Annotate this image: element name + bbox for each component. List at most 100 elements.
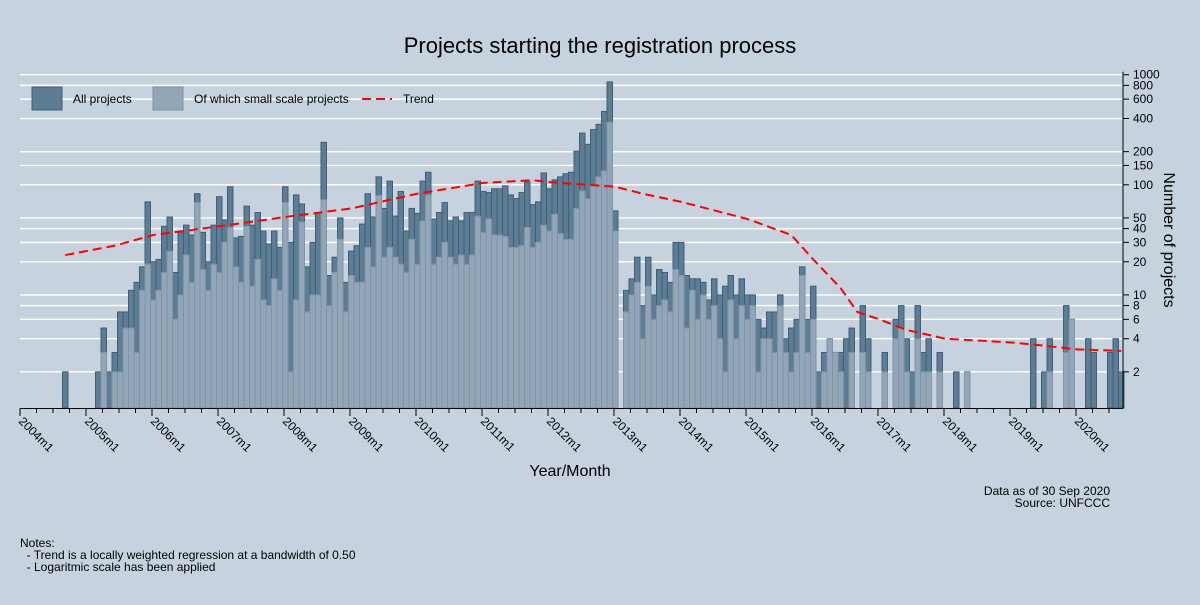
chart-title: Projects starting the registration proce… [404, 33, 797, 58]
y-tick-label: 2 [1133, 365, 1140, 379]
y-tick-label: 100 [1133, 178, 1153, 192]
trend-line [65, 179, 1122, 352]
y-tick-label: 200 [1133, 145, 1153, 159]
bar-small-scale [364, 246, 371, 409]
bar-small-scale [144, 263, 151, 409]
bar-small-scale [166, 250, 173, 409]
bar-small-scale [678, 275, 685, 409]
bar-small-scale [1046, 371, 1053, 409]
bar-small-scale [436, 256, 443, 409]
bar-small-scale [342, 311, 349, 409]
bar-small-scale [535, 241, 542, 409]
bar-small-scale [1063, 351, 1070, 409]
x-tick-label: 2005m1 [82, 414, 123, 455]
x-tick-label: 2020m1 [1072, 414, 1113, 455]
bar-small-scale [386, 246, 393, 409]
bar-small-scale [309, 294, 316, 409]
y-tick-label: 800 [1133, 78, 1153, 92]
y-tick-label: 400 [1133, 112, 1153, 126]
bar-small-scale [496, 234, 503, 409]
legend-label-trend: Trend [403, 92, 434, 106]
x-tick-label: 2011m1 [478, 414, 518, 454]
y-tick-label: 40 [1133, 222, 1147, 236]
bar-small-scale [650, 318, 657, 409]
bar-small-scale [392, 256, 399, 409]
bar-small-scale [216, 271, 223, 409]
bar-small-scale [227, 226, 234, 409]
bar-small-scale [777, 305, 784, 409]
bar-small-scale [727, 299, 734, 409]
axes [20, 71, 1124, 409]
bar-small-scale [480, 231, 487, 409]
y-tick-label: 30 [1133, 235, 1147, 249]
bar-small-scale [744, 318, 751, 409]
bar-small-scale [414, 263, 421, 409]
bar-small-scale [359, 281, 366, 409]
bar-small-scale [458, 254, 465, 409]
bar-small-scale [139, 289, 146, 409]
bar-small-scale [920, 371, 927, 409]
bar-small-scale [403, 271, 410, 409]
bar-small-scale [491, 234, 498, 409]
bar-small-scale [667, 311, 674, 409]
bar-small-scale [375, 194, 382, 409]
bar-small-scale [573, 207, 580, 409]
bar-small-scale [177, 294, 184, 409]
bar-small-scale [205, 289, 212, 409]
bar-small-scale [172, 318, 179, 409]
bar-small-scale [287, 371, 294, 409]
bar-small-scale [584, 198, 591, 409]
x-tick-label: 2014m1 [676, 414, 717, 455]
bar-small-scale [524, 226, 531, 409]
y-tick-label: 600 [1133, 92, 1153, 106]
bar-small-scale [518, 245, 525, 409]
bar-small-scale [249, 285, 256, 409]
bar-small-scale [859, 351, 866, 409]
x-axis-ticks: 2004m1 2005m1 2006m1 2007m1 2008m1 2009m1 2010… [16, 408, 1113, 455]
bar-small-scale [243, 225, 250, 409]
x-tick-label: 2018m1 [940, 414, 981, 455]
bar-small-scale [551, 213, 558, 409]
bar-small-scale [188, 281, 195, 409]
bar-small-scale [326, 305, 333, 409]
bar-small-scale [639, 338, 646, 409]
bar-small-scale [469, 254, 476, 409]
bar-small-scale [716, 338, 723, 409]
notes-heading: Notes: [20, 536, 55, 550]
bar-small-scale [711, 305, 718, 409]
bar-small-scale [799, 275, 806, 409]
bar-all-projects [62, 371, 69, 409]
bar-small-scale [766, 338, 773, 409]
bar-small-scale [793, 351, 800, 409]
bar-small-scale [155, 289, 162, 409]
x-tick-label: 2016m1 [808, 414, 849, 455]
bar-small-scale [194, 202, 201, 409]
x-tick-label: 2015m1 [742, 414, 783, 455]
bar-small-scale [898, 327, 905, 409]
bar-small-scale [722, 371, 729, 409]
bar-small-scale [749, 305, 756, 409]
bar-small-scale [656, 305, 663, 409]
bar-small-scale [150, 299, 157, 409]
bar-small-scale [331, 271, 338, 409]
bar-small-scale [419, 220, 426, 409]
bar-small-scale [606, 121, 613, 409]
bar-small-scale [683, 327, 690, 409]
note-line: - Logaritmic scale has been applied [20, 560, 215, 574]
bar-small-scale [304, 311, 311, 409]
bar-small-scale [826, 338, 833, 409]
bar-small-scale [771, 351, 778, 409]
legend-swatch-all [31, 86, 63, 111]
bar-small-scale [100, 351, 107, 409]
bar-small-scale [760, 338, 767, 409]
bar-all-projects [1041, 371, 1048, 409]
bar-small-scale [634, 281, 641, 409]
bar-small-scale [590, 185, 597, 409]
y-tick-label: 8 [1133, 299, 1140, 313]
bar-small-scale [348, 275, 355, 409]
bar-small-scale [430, 263, 437, 409]
data-as-of: Data as of 30 Sep 2020 [984, 484, 1110, 498]
bar-small-scale [320, 199, 327, 409]
bar-small-scale [612, 230, 619, 409]
